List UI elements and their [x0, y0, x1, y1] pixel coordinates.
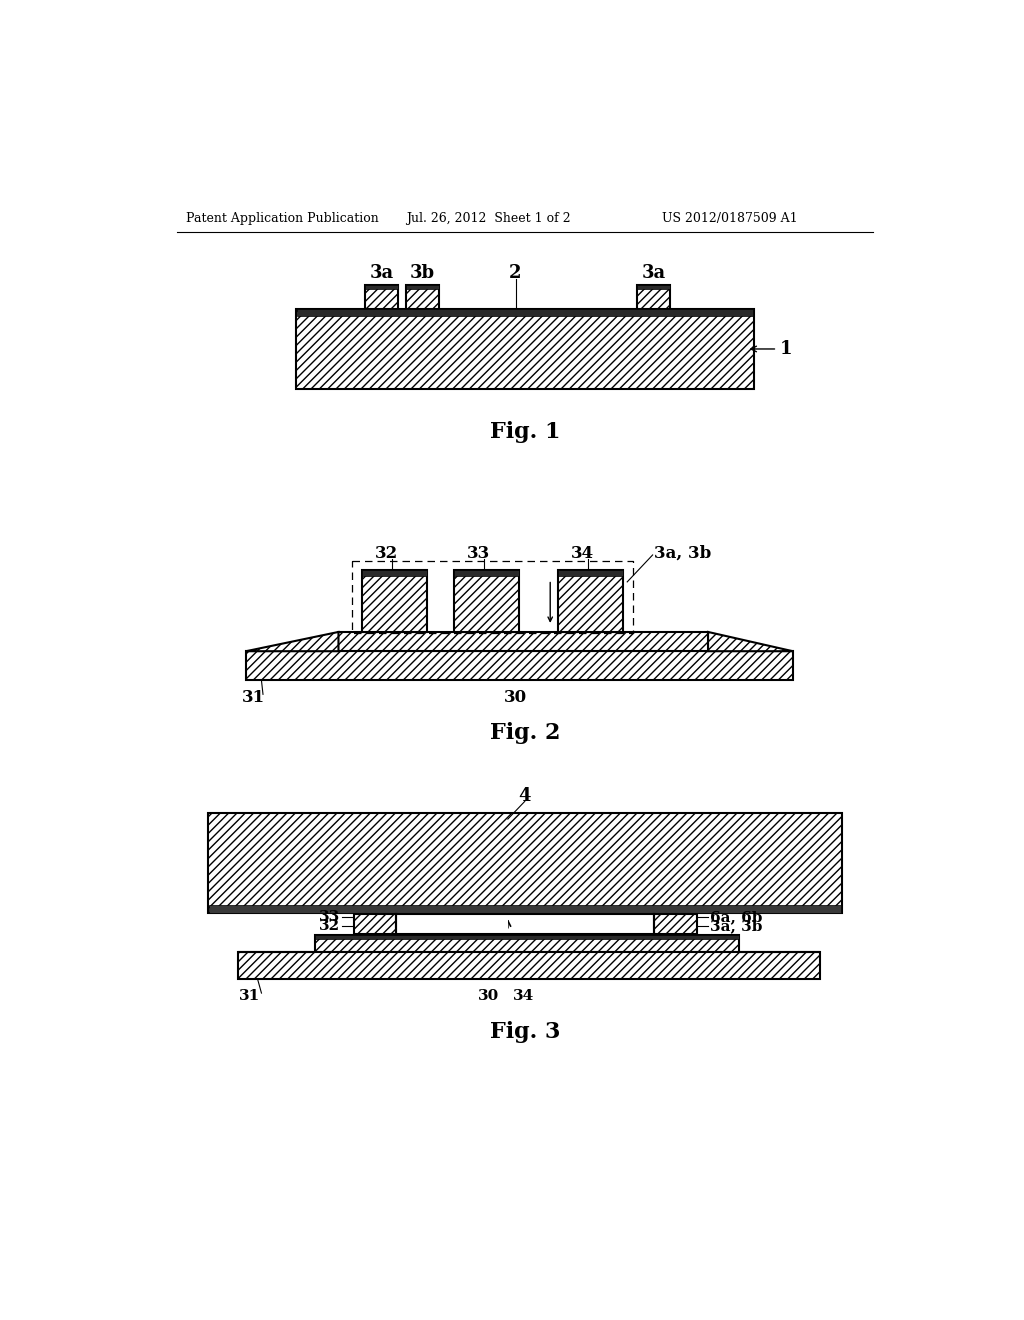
Bar [354, 913, 396, 933]
Text: 31: 31 [243, 689, 265, 706]
Bar [454, 570, 519, 576]
Bar [239, 952, 819, 979]
Bar [315, 935, 739, 952]
Bar [315, 935, 739, 940]
Bar [366, 285, 397, 309]
Bar [246, 651, 793, 681]
Text: 32: 32 [375, 545, 398, 562]
Text: Fig. 1: Fig. 1 [489, 421, 560, 442]
Bar [407, 285, 438, 309]
Polygon shape [246, 632, 339, 651]
Text: US 2012/0187509 A1: US 2012/0187509 A1 [662, 213, 798, 224]
Bar [296, 309, 755, 389]
Bar [515, 913, 654, 933]
Text: 34: 34 [513, 989, 534, 1003]
Text: 31: 31 [240, 989, 260, 1003]
Text: Jul. 26, 2012  Sheet 1 of 2: Jul. 26, 2012 Sheet 1 of 2 [407, 213, 570, 224]
Text: 3a, 3b: 3a, 3b [711, 919, 763, 933]
Bar [637, 285, 670, 309]
Text: 4: 4 [518, 787, 531, 805]
Text: 2: 2 [509, 264, 522, 282]
Bar [637, 285, 670, 289]
Bar [454, 570, 519, 632]
Text: Patent Application Publication: Patent Application Publication [186, 213, 379, 224]
Bar [397, 913, 508, 933]
Text: 32: 32 [318, 919, 340, 933]
Text: 30: 30 [504, 689, 527, 706]
Text: 3a: 3a [370, 264, 393, 282]
Text: 33: 33 [467, 545, 490, 562]
Bar [297, 309, 754, 317]
Text: 3a, 3b: 3a, 3b [654, 545, 712, 562]
Bar [209, 906, 841, 913]
Bar [208, 813, 842, 913]
Bar [654, 913, 696, 933]
Bar [558, 570, 624, 576]
Text: 3b: 3b [410, 264, 435, 282]
Text: 6a, 6b: 6a, 6b [711, 909, 763, 924]
Bar [361, 570, 427, 576]
Text: Fig. 2: Fig. 2 [489, 722, 560, 744]
Bar [407, 285, 438, 289]
Text: 30: 30 [478, 989, 500, 1003]
Text: Fig. 3: Fig. 3 [489, 1020, 560, 1043]
Text: 3a: 3a [641, 264, 666, 282]
Bar [361, 570, 427, 632]
Bar [339, 632, 708, 651]
Polygon shape [708, 632, 793, 651]
Text: 33: 33 [318, 909, 340, 924]
Text: 1: 1 [779, 341, 793, 358]
Text: 34: 34 [571, 545, 595, 562]
Bar [558, 570, 624, 632]
Bar [366, 285, 397, 289]
